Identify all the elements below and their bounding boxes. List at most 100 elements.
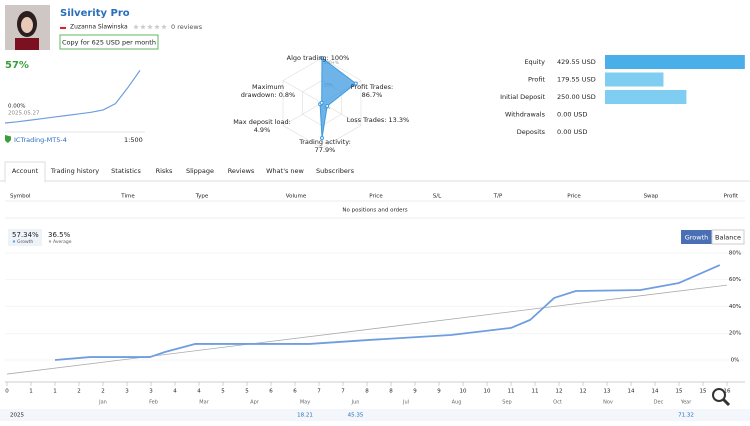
- growth-button-label[interactable]: Growth: [685, 234, 709, 242]
- x-tick-label: 10: [484, 389, 491, 395]
- star: [161, 24, 167, 30]
- radar-label: Loss Trades: 13.3%: [346, 116, 410, 124]
- x-tick-label: 7: [317, 389, 321, 395]
- x-tick-label: 14: [652, 389, 659, 395]
- tab[interactable]: Statistics: [111, 167, 141, 175]
- flag: [60, 27, 66, 29]
- legend-value: 36.5%: [48, 231, 71, 239]
- x-tick-label: 3: [149, 389, 153, 395]
- radar-label: Maximum drawdown: 0.8%: [240, 83, 296, 99]
- balance-label: Withdrawals: [505, 111, 546, 119]
- tab[interactable]: What's new: [266, 167, 304, 175]
- radar-point: [353, 81, 358, 86]
- mini-line: [4, 70, 141, 124]
- flag: [59, 24, 67, 28]
- month-label: Sep: [502, 400, 511, 406]
- legend-value: 57.34%: [12, 231, 39, 239]
- x-tick-label: 2: [77, 389, 81, 395]
- radar-point: [320, 136, 324, 141]
- growth-button[interactable]: [681, 230, 712, 244]
- x-tick-label: 6: [293, 389, 297, 395]
- x-tick-label: 5: [221, 389, 225, 395]
- x-tick-label: 0: [5, 389, 9, 395]
- x-tick-label: 11: [532, 389, 539, 395]
- star: [133, 24, 139, 30]
- legend-active[interactable]: [8, 229, 42, 246]
- legend-dot: [12, 240, 16, 243]
- zoom-icon[interactable]: [712, 388, 726, 402]
- balance-value: 0.00 USD: [557, 111, 587, 119]
- y-tick-label: 40%: [729, 304, 741, 310]
- balance-label: Deposits: [517, 128, 546, 136]
- x-tick-label: 2: [101, 389, 105, 395]
- reviews[interactable]: 0 reviews: [171, 23, 203, 31]
- month-label: May: [300, 400, 310, 406]
- column-header: T/P: [493, 194, 503, 200]
- balance-bar: [605, 72, 664, 87]
- x-tick-label: 1: [29, 389, 33, 395]
- month-label: Jun: [351, 400, 360, 406]
- radar-point: [320, 56, 324, 60]
- radar-axis: [282, 80, 323, 104]
- title[interactable]: Silverity Pro: [60, 8, 130, 19]
- radar-tick-label: 100+%: [324, 60, 339, 65]
- month-label: Feb: [149, 400, 158, 406]
- column-header: Swap: [644, 194, 659, 200]
- radar-point: [325, 103, 330, 108]
- x-tick-label: 11: [508, 389, 515, 395]
- month-label: Mar: [199, 400, 209, 406]
- y-tick-label: 80%: [729, 250, 741, 256]
- balance-bar: [605, 90, 687, 104]
- tab[interactable]: Account: [12, 167, 39, 175]
- balance-bar: [605, 55, 745, 69]
- copy-button[interactable]: [59, 34, 159, 50]
- x-tick-label: 12: [580, 389, 587, 395]
- balance-button-label[interactable]: Balance: [715, 234, 741, 242]
- x-tick-label: 9: [413, 389, 417, 395]
- tab[interactable]: Trading history: [50, 167, 99, 175]
- x-tick-label: 15: [676, 389, 683, 395]
- balance-label: Profit: [528, 76, 545, 84]
- broker[interactable]: ICTrading-MT5-4: [14, 136, 67, 144]
- x-tick-label: 12: [556, 389, 563, 395]
- column-header: Price: [369, 194, 383, 200]
- tab[interactable]: Slippage: [186, 167, 214, 175]
- month-label: Year: [680, 400, 693, 406]
- x-tick-label: 8: [389, 389, 393, 395]
- x-tick-label: 6: [269, 389, 273, 395]
- balance-button[interactable]: [711, 229, 745, 245]
- balance-value: 0.00 USD: [557, 128, 587, 136]
- star: [154, 24, 160, 30]
- balance-label: Initial Deposit: [500, 93, 545, 101]
- radar-point: [319, 100, 324, 105]
- zoom-icon-handle[interactable]: [721, 397, 731, 407]
- month-result: 45.35: [348, 413, 364, 419]
- year-row: [0, 409, 750, 421]
- radar-axis: [282, 102, 323, 126]
- balance-value: 179.55 USD: [557, 76, 596, 84]
- avatar-face: [21, 17, 33, 33]
- balance-label: Equity: [524, 58, 545, 66]
- series-line: [54, 264, 721, 361]
- start-date: 2025.05.27: [8, 111, 40, 117]
- column-header: Volume: [286, 194, 307, 200]
- tab[interactable]: Risks: [156, 167, 173, 175]
- copy-button-label[interactable]: Copy for 625 USD per month: [62, 39, 156, 47]
- avatar-dress: [15, 38, 39, 50]
- tab[interactable]: Reviews: [228, 167, 255, 175]
- leverage: 1:500: [124, 136, 143, 144]
- month-result: 18.21: [297, 413, 313, 419]
- tab[interactable]: Subscribers: [316, 167, 355, 175]
- author[interactable]: Zuzanna Slawinska: [70, 24, 128, 31]
- column-header: Time: [120, 194, 135, 200]
- star: [140, 24, 146, 30]
- x-tick-label: 1: [53, 389, 57, 395]
- column-header: Profit: [724, 194, 739, 200]
- column-header: Price: [567, 194, 581, 200]
- radar-label: Profit Trades: 86.7%: [350, 83, 394, 99]
- month-label: Apr: [250, 400, 260, 406]
- x-tick-label: 13: [604, 389, 611, 395]
- verified-icon: [5, 135, 11, 143]
- star: [147, 24, 153, 30]
